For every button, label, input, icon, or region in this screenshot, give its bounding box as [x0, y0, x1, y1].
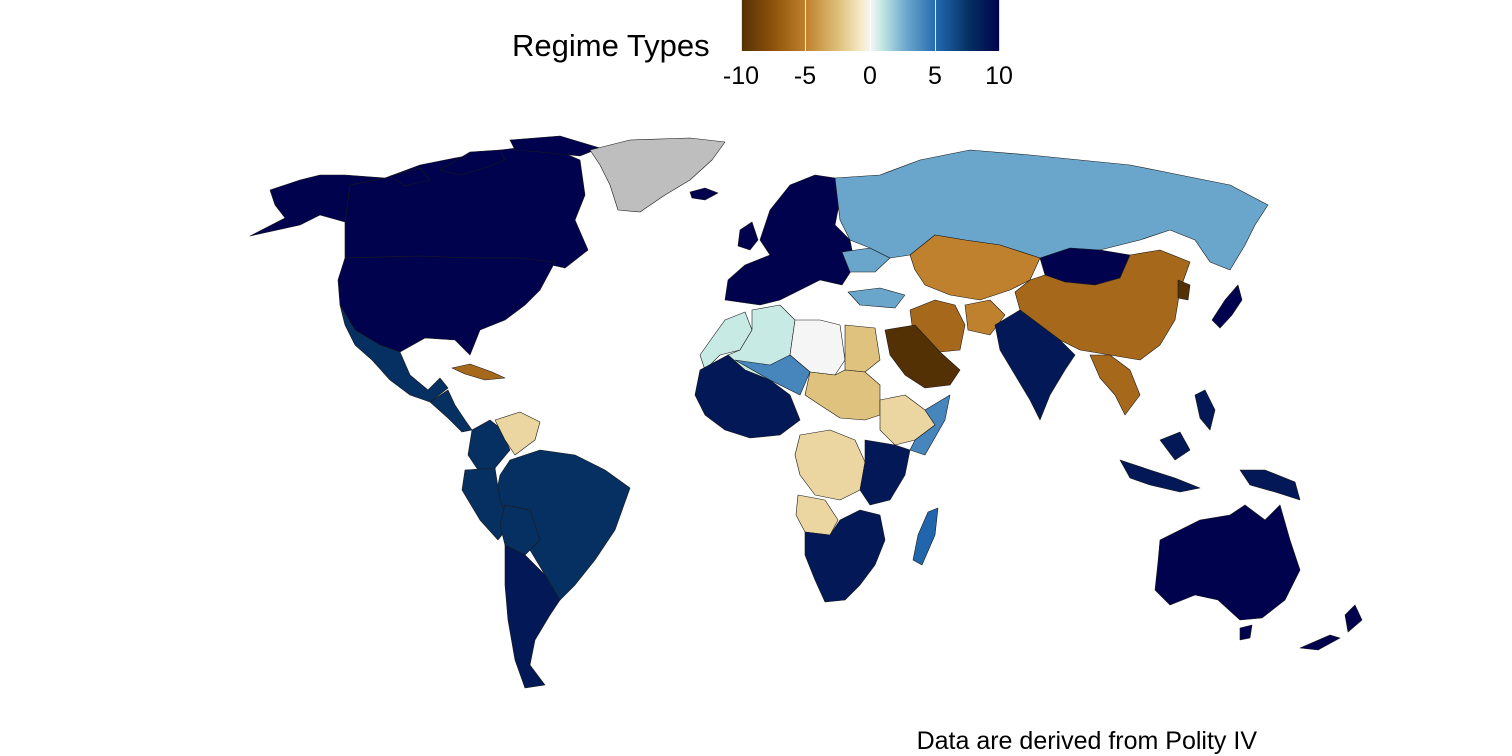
- country-sudan: [804, 369, 881, 421]
- country-argentina: [504, 544, 561, 689]
- country-southern-africa: [804, 509, 886, 603]
- country-indonesia: [1119, 431, 1301, 501]
- country-madagascar: [912, 507, 939, 566]
- country-greenland: [589, 137, 726, 213]
- country-egypt: [844, 324, 881, 373]
- country-morocco: [699, 311, 753, 371]
- country-se-asia: [1089, 354, 1141, 416]
- country-drc: [794, 429, 866, 501]
- country-india: [994, 309, 1076, 421]
- country-angola: [795, 494, 839, 536]
- country-cuba: [451, 363, 506, 381]
- colorbar-tick-mark: [741, 0, 742, 51]
- legend-title: Regime Types: [512, 28, 710, 63]
- colorbar-tick-label: -10: [722, 62, 760, 90]
- data-source-caption: Data are derived from Polity IV: [916, 727, 1257, 755]
- country-russia: [834, 149, 1269, 271]
- country-philippines: [1194, 389, 1216, 431]
- country-kazakhstan: [909, 234, 1041, 301]
- country-japan: [1211, 284, 1243, 329]
- country-west-africa: [694, 354, 801, 439]
- country-somalia: [909, 394, 951, 456]
- colorbar-tick-label: 5: [928, 62, 942, 90]
- colorbar-tick-label: 0: [863, 62, 877, 90]
- country-central-america: [429, 389, 473, 433]
- country-canada-islands: [389, 135, 601, 187]
- country-north-korea: [1177, 279, 1191, 301]
- colorbar-tick-label: -5: [793, 62, 817, 90]
- country-venezuela: [494, 411, 541, 456]
- legend-colorbar: [741, 0, 1000, 51]
- country-ukraine: [841, 247, 891, 273]
- country-colombia: [467, 419, 511, 471]
- legend: Regime Types -10 -5 0 5 10: [0, 0, 1512, 100]
- country-alaska: [249, 174, 386, 237]
- colorbar-tick-mark: [999, 0, 1000, 51]
- colorbar-tick-mark: [805, 0, 806, 51]
- country-new-zealand: [1299, 604, 1363, 651]
- country-turkey: [847, 287, 906, 309]
- country-saudi-arabia: [884, 324, 961, 389]
- country-uk: [737, 221, 759, 251]
- country-mexico: [339, 304, 449, 403]
- country-tasmania: [1239, 624, 1253, 641]
- colorbar-tick-mark: [935, 0, 936, 51]
- country-iceland: [689, 187, 719, 201]
- country-australia: [1154, 504, 1301, 621]
- colorbar-tick-label: 10: [985, 62, 1013, 90]
- country-kenya: [859, 439, 911, 506]
- colorbar-tick-mark: [870, 0, 871, 51]
